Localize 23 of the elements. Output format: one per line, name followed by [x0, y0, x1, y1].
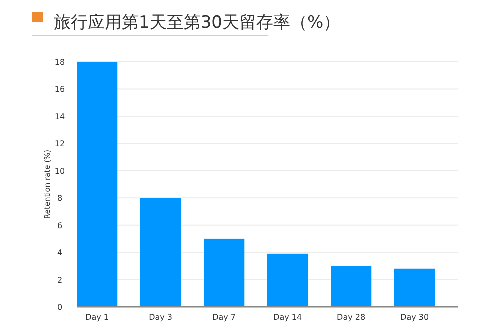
y-tick-label: 2	[57, 276, 63, 285]
x-tick-label: Day 1	[86, 313, 110, 322]
x-tick-label: Day 14	[274, 313, 302, 322]
y-tick-label: 8	[57, 194, 63, 204]
y-tick-label: 6	[57, 221, 63, 230]
chart-title: 旅行应用第1天至第30天留存率（%）	[54, 13, 341, 33]
y-tick-label: 12	[54, 140, 66, 149]
bar	[268, 254, 308, 307]
x-tick-label: Day 28	[337, 313, 366, 322]
y-tick-label: 18	[54, 58, 66, 67]
x-tick-label: Day 3	[149, 313, 173, 322]
x-tick-label: Day 30	[400, 313, 430, 322]
y-tick-label: 14	[54, 112, 66, 122]
y-tick-label: 16	[54, 85, 66, 94]
x-tick-label: Day 7	[212, 313, 236, 322]
bar	[204, 238, 245, 307]
y-tick-label: 0	[57, 303, 63, 312]
y-tick-label: 4	[57, 248, 63, 258]
y-tick-label: 10	[54, 166, 66, 176]
bar	[394, 268, 436, 307]
bar	[331, 266, 372, 307]
bar	[77, 62, 118, 307]
bar	[140, 198, 182, 307]
